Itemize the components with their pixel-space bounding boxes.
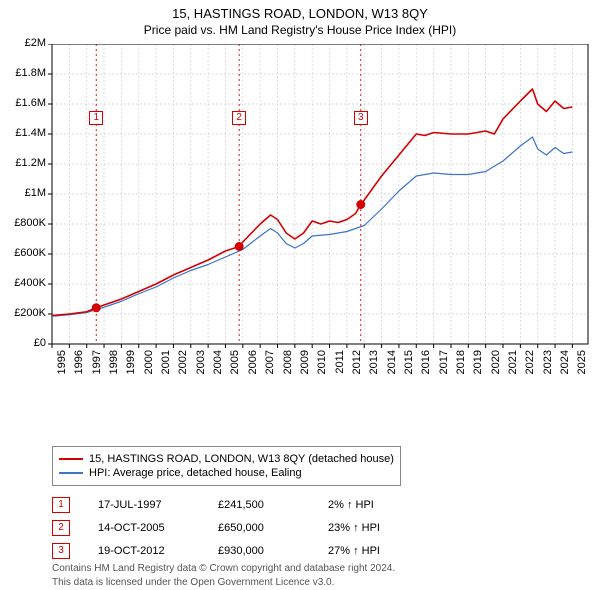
y-axis-label: £1.6M xyxy=(2,97,46,109)
sale-hpi: 23% ↑ HPI xyxy=(328,522,428,534)
legend: 15, HASTINGS ROAD, LONDON, W13 8QY (deta… xyxy=(52,446,401,486)
y-axis-label: £1.2M xyxy=(2,157,46,169)
chart-subtitle: Price paid vs. HM Land Registry's House … xyxy=(0,23,600,37)
y-axis-label: £1M xyxy=(2,187,46,199)
sale-marker-badge: 2 xyxy=(52,520,70,536)
sale-marker-badge: 1 xyxy=(52,497,70,513)
sale-date: 19-OCT-2012 xyxy=(98,545,218,557)
x-axis-label: 2021 xyxy=(507,350,519,380)
x-axis-label: 2002 xyxy=(177,350,189,380)
x-axis-label: 2000 xyxy=(143,350,155,380)
legend-item: 15, HASTINGS ROAD, LONDON, W13 8QY (deta… xyxy=(59,453,394,465)
sales-table: 1 17-JUL-1997£241,5002% ↑ HPI 2 14-OCT-2005… xyxy=(52,490,428,566)
y-axis-label: £200K xyxy=(2,307,46,319)
sale-row: 3 19-OCT-2012£930,00027% ↑ HPI xyxy=(52,543,428,559)
x-axis-label: 2025 xyxy=(576,350,588,380)
sale-row: 2 14-OCT-2005£650,00023% ↑ HPI xyxy=(52,520,428,536)
x-axis-label: 2017 xyxy=(438,350,450,380)
x-axis-label: 2003 xyxy=(195,350,207,380)
footer-line-2: This data is licensed under the Open Gov… xyxy=(52,576,395,590)
sale-date: 14-OCT-2005 xyxy=(98,522,218,534)
x-axis-label: 2024 xyxy=(559,350,571,380)
y-axis-label: £1.4M xyxy=(2,127,46,139)
y-axis-label: £0 xyxy=(2,337,46,349)
x-axis-label: 2014 xyxy=(386,350,398,380)
x-axis-label: 2011 xyxy=(334,350,346,380)
sale-hpi: 2% ↑ HPI xyxy=(328,499,428,511)
x-axis-label: 2023 xyxy=(542,350,554,380)
chart-titles: 15, HASTINGS ROAD, LONDON, W13 8QY Price… xyxy=(0,0,600,37)
x-axis-label: 1999 xyxy=(125,350,137,380)
x-axis-label: 2015 xyxy=(403,350,415,380)
x-axis-label: 1996 xyxy=(73,350,85,380)
y-axis-label: £1.8M xyxy=(2,67,46,79)
sale-price: £930,000 xyxy=(218,545,328,557)
x-axis-label: 1998 xyxy=(108,350,120,380)
sale-date: 17-JUL-1997 xyxy=(98,499,218,511)
footer-line-1: Contains HM Land Registry data © Crown c… xyxy=(52,562,395,576)
y-axis-label: £600K xyxy=(2,247,46,259)
x-axis-label: 2005 xyxy=(229,350,241,380)
legend-swatch xyxy=(59,472,83,474)
legend-item: HPI: Average price, detached house, Eali… xyxy=(59,467,394,479)
legend-swatch xyxy=(59,458,83,460)
footer: Contains HM Land Registry data © Crown c… xyxy=(52,562,395,589)
x-axis-label: 2009 xyxy=(299,350,311,380)
legend-label: HPI: Average price, detached house, Eali… xyxy=(89,467,302,479)
x-axis-label: 2022 xyxy=(524,350,536,380)
y-axis-label: £2M xyxy=(2,37,46,49)
sale-price: £241,500 xyxy=(218,499,328,511)
x-axis-label: 2013 xyxy=(368,350,380,380)
x-axis-label: 2016 xyxy=(420,350,432,380)
x-axis-label: 2010 xyxy=(316,350,328,380)
sale-marker-1: 1 xyxy=(89,111,103,125)
sale-marker-badge: 3 xyxy=(52,543,70,559)
sale-row: 1 17-JUL-1997£241,5002% ↑ HPI xyxy=(52,497,428,513)
y-axis-label: £400K xyxy=(2,277,46,289)
sale-marker-3: 3 xyxy=(354,111,368,125)
y-axis-label: £800K xyxy=(2,217,46,229)
x-axis-label: 2012 xyxy=(351,350,363,380)
x-axis-label: 2001 xyxy=(160,350,172,380)
x-axis-label: 2008 xyxy=(282,350,294,380)
x-axis-label: 2018 xyxy=(455,350,467,380)
x-axis-label: 2007 xyxy=(264,350,276,380)
sale-hpi: 27% ↑ HPI xyxy=(328,545,428,557)
x-axis-label: 1995 xyxy=(56,350,68,380)
sale-price: £650,000 xyxy=(218,522,328,534)
chart-title: 15, HASTINGS ROAD, LONDON, W13 8QY xyxy=(0,6,600,21)
x-axis-label: 2020 xyxy=(490,350,502,380)
x-axis-label: 2004 xyxy=(212,350,224,380)
x-axis-label: 2006 xyxy=(247,350,259,380)
x-axis-label: 1997 xyxy=(91,350,103,380)
legend-label: 15, HASTINGS ROAD, LONDON, W13 8QY (deta… xyxy=(89,453,394,465)
x-axis-label: 2019 xyxy=(472,350,484,380)
sale-marker-2: 2 xyxy=(232,111,246,125)
